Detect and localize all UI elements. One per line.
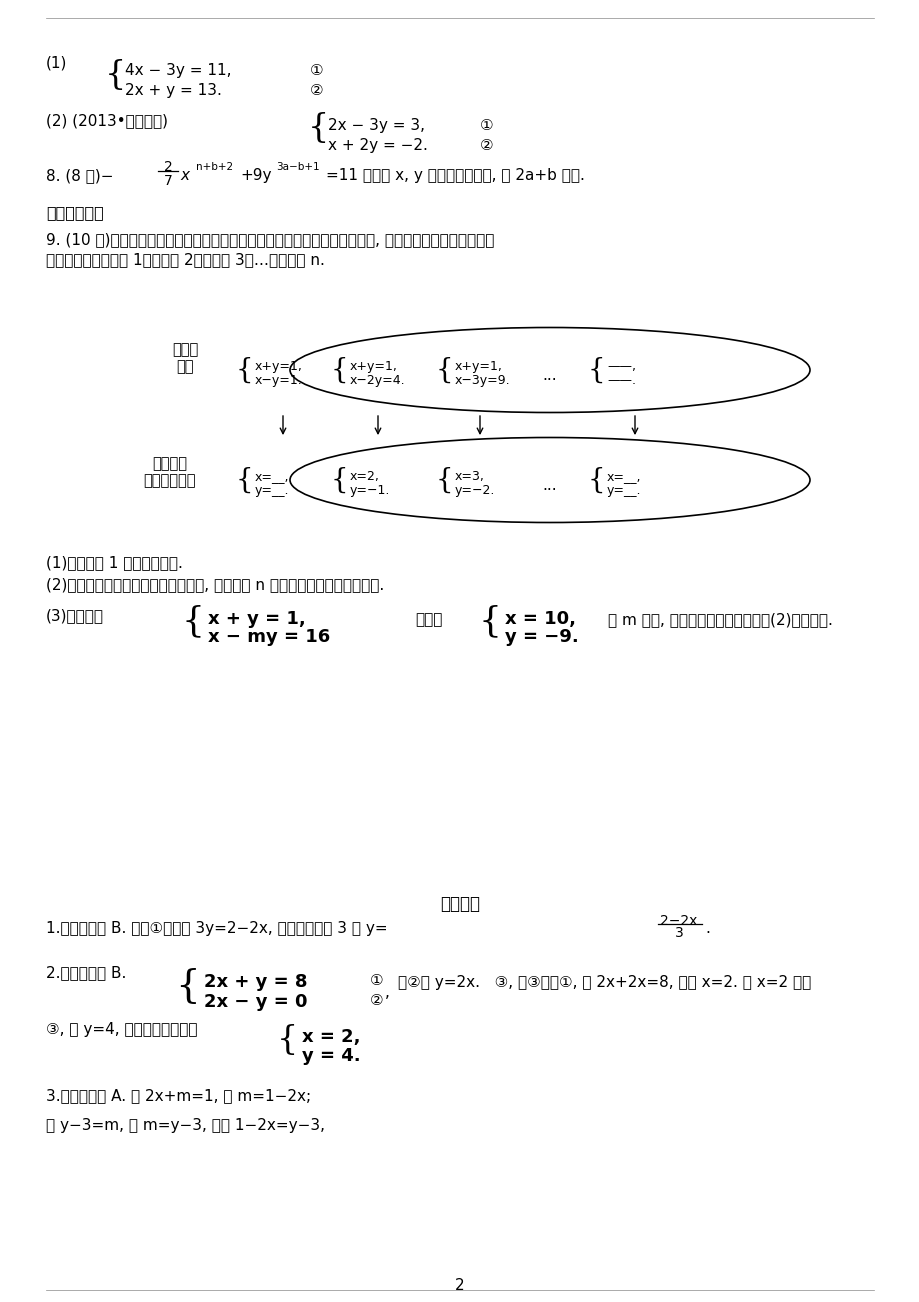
Text: (3)若方程组: (3)若方程组	[46, 608, 104, 622]
Text: 2: 2	[164, 160, 172, 174]
Text: {: {	[104, 59, 126, 91]
Text: =11 是关于 x, y 的二元一次方程, 求 2a+b 的值.: =11 是关于 x, y 的二元一次方程, 求 2a+b 的值.	[325, 168, 584, 184]
Text: .: .	[704, 921, 709, 936]
Text: 3: 3	[674, 926, 683, 940]
Text: x: x	[180, 168, 188, 184]
Text: (2) (2013•淄博中考): (2) (2013•淄博中考)	[46, 113, 168, 128]
Text: {: {	[235, 357, 253, 384]
Text: 2x − 3y = 3,: 2x − 3y = 3,	[328, 118, 425, 133]
Text: {: {	[586, 466, 605, 493]
Text: {: {	[435, 466, 452, 493]
Text: {: {	[330, 357, 347, 384]
Text: 9. (10 分)如图是按一定规律排列的方程组集合和它的解的集合的对应关系图, 方程组集合中的方程组自左: 9. (10 分)如图是按一定规律排列的方程组集合和它的解的集合的对应关系图, …	[46, 232, 494, 247]
Text: 8. (8 分)−: 8. (8 分)−	[46, 168, 113, 184]
Text: x+y=1,: x+y=1,	[255, 359, 302, 372]
Text: 答案解析: 答案解析	[439, 894, 480, 913]
Text: {: {	[586, 357, 605, 384]
Text: x−3y=9.: x−3y=9.	[455, 374, 510, 387]
Text: y=__.: y=__.	[607, 484, 641, 497]
Text: 2x − y = 0: 2x − y = 0	[204, 993, 307, 1010]
Text: 3a−b+1: 3a−b+1	[276, 161, 319, 172]
Text: 2x + y = 8: 2x + y = 8	[204, 973, 307, 991]
Text: y = 4.: y = 4.	[301, 1047, 360, 1065]
Text: {: {	[277, 1023, 298, 1056]
Text: 3.【解析】选 A. 由 2x+m=1, 得 m=1−2x;: 3.【解析】选 A. 由 2x+m=1, 得 m=1−2x;	[46, 1088, 311, 1103]
Text: y = −9.: y = −9.	[505, 628, 578, 646]
Text: (1)将方程组 1 的解填入图中.: (1)将方程组 1 的解填入图中.	[46, 555, 183, 570]
Text: 方程组
集合: 方程组 集合	[172, 342, 198, 374]
Text: 2: 2	[455, 1279, 464, 1293]
Text: x + y = 1,: x + y = 1,	[208, 611, 305, 628]
Text: 2.【解析】选 B.: 2.【解析】选 B.	[46, 965, 126, 980]
Text: (1): (1)	[46, 55, 67, 70]
Text: ——.: ——.	[607, 374, 635, 387]
Text: 的解是: 的解是	[414, 612, 442, 628]
Text: 2x + y = 13.: 2x + y = 13.	[125, 83, 221, 98]
Text: x − my = 16: x − my = 16	[208, 628, 330, 646]
Text: ①: ①	[480, 118, 494, 133]
Text: y=−1.: y=−1.	[349, 484, 390, 497]
Text: 【拓展延伸】: 【拓展延伸】	[46, 204, 104, 220]
Text: ——,: ——,	[607, 359, 635, 372]
Text: x + 2y = −2.: x + 2y = −2.	[328, 138, 427, 154]
Text: x+y=1,: x+y=1,	[455, 359, 503, 372]
Text: ③, 得 y=4, 所以方程组的解为: ③, 得 y=4, 所以方程组的解为	[46, 1022, 198, 1036]
Text: ...: ...	[542, 368, 557, 383]
Text: ①: ①	[369, 973, 383, 988]
Text: 由②得 y=2x.   ③, 把③代入①, 得 2x+2x=8, 解得 x=2. 把 x=2 代入: 由②得 y=2x. ③, 把③代入①, 得 2x+2x=8, 解得 x=2. 把…	[398, 975, 811, 990]
Text: 4x − 3y = 11,: 4x − 3y = 11,	[125, 62, 232, 78]
Text: 至右依次记为方程组 1、方程组 2、方程组 3、…、方程组 n.: 至右依次记为方程组 1、方程组 2、方程组 3、…、方程组 n.	[46, 253, 324, 267]
Text: x = 10,: x = 10,	[505, 611, 575, 628]
Text: y=−2.: y=−2.	[455, 484, 494, 497]
Text: x = 2,: x = 2,	[301, 1029, 360, 1046]
Text: ②: ②	[480, 138, 494, 154]
Text: ②: ②	[310, 83, 323, 98]
Text: 1.【解析】选 B. 先将①移项得 3y=2−2x, 再两边同除以 3 得 y=: 1.【解析】选 B. 先将①移项得 3y=2−2x, 再两边同除以 3 得 y=	[46, 921, 387, 936]
Text: x−y=1.: x−y=1.	[255, 374, 302, 387]
Text: ...: ...	[542, 478, 557, 493]
Text: {: {	[307, 112, 328, 145]
Text: 7: 7	[164, 174, 172, 187]
Text: ,: ,	[384, 986, 390, 1000]
Text: (2)请依据方程组和它的解变化的规律, 将方程组 n 和它的解直接填入集合图中.: (2)请依据方程组和它的解变化的规律, 将方程组 n 和它的解直接填入集合图中.	[46, 577, 384, 592]
Text: 由 y−3=m, 得 m=y−3, 所以 1−2x=y−3,: 由 y−3=m, 得 m=y−3, 所以 1−2x=y−3,	[46, 1118, 324, 1133]
Text: 对应方程
组的解的集合: 对应方程 组的解的集合	[143, 456, 196, 488]
Text: +9y: +9y	[240, 168, 271, 184]
Text: 2−2x: 2−2x	[659, 914, 697, 928]
Text: {: {	[479, 604, 502, 638]
Text: x=__,: x=__,	[607, 470, 641, 483]
Text: {: {	[182, 604, 205, 638]
Text: x=2,: x=2,	[349, 470, 380, 483]
Text: {: {	[175, 967, 199, 1005]
Text: x=__,: x=__,	[255, 470, 289, 483]
Text: x=3,: x=3,	[455, 470, 484, 483]
Text: {: {	[435, 357, 452, 384]
Text: {: {	[235, 466, 253, 493]
Text: {: {	[330, 466, 347, 493]
Text: x−2y=4.: x−2y=4.	[349, 374, 405, 387]
Text: x+y=1,: x+y=1,	[349, 359, 397, 372]
Text: 求 m 的值, 并判断该方程组是否符合(2)中的规律.: 求 m 的值, 并判断该方程组是否符合(2)中的规律.	[607, 612, 832, 628]
Text: y=__.: y=__.	[255, 484, 289, 497]
Text: ②: ②	[369, 993, 383, 1008]
Text: ①: ①	[310, 62, 323, 78]
Text: n+b+2: n+b+2	[196, 161, 233, 172]
